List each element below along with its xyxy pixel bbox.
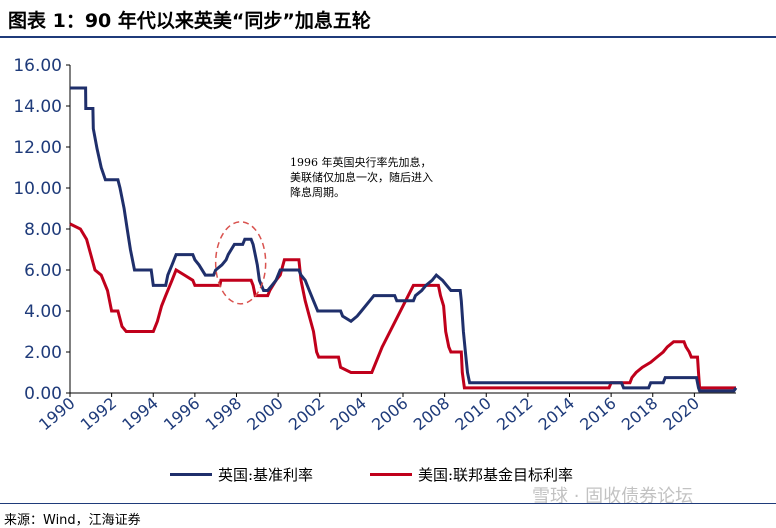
legend-label-us: 美国:联邦基金目标利率 [418,465,574,484]
y-tick-label: 8.00 [24,220,62,240]
y-tick-label: 2.00 [24,343,62,363]
x-tick-label: 2018 [618,394,661,435]
legend-item-us: 美国:联邦基金目标利率 [370,462,573,486]
title-rule [0,36,776,38]
series-lines [69,86,738,393]
y-axis-ticks: 0.00 2.00 4.00 6.00 8.00 10.00 12.00 14.00 16.00 [13,56,70,404]
x-tick-label: 2010 [451,394,494,435]
y-tick-label: 12.00 [13,138,62,158]
legend-swatch-us [370,472,412,476]
series-line-uk [70,86,738,393]
watermark: 雪球 · 固收债券论坛 [532,486,694,507]
y-tick-label: 4.00 [24,302,62,322]
figure-title: 图表 1：90 年代以来英美“同步”加息五轮 [8,10,371,32]
title-bar: 图表 1：90 年代以来英美“同步”加息五轮 [0,0,776,34]
x-tick-label: 2016 [576,394,619,435]
x-tick-label: 2014 [535,394,578,435]
y-tick-label: 16.00 [13,56,62,76]
x-tick-label: 2000 [243,394,286,435]
x-axis-ticks: 1990199219941996199820002002200420062008… [35,393,703,434]
legend-item-uk: 英国:基准利率 [170,462,313,486]
y-tick-label: 0.00 [24,384,62,404]
highlight-ellipse [214,221,267,305]
legend-label-uk: 英国:基准利率 [218,465,314,484]
annotation-note: 1996 年英国央行率先加息，美联储仅加息一次，随后进入降息周期。 [290,156,433,199]
x-tick-label: 2012 [493,394,536,435]
source-note: 来源：Wind，江海证券 [4,513,141,528]
x-tick-label: 2020 [660,394,703,435]
y-tick-label: 6.00 [24,261,62,281]
x-tick-label: 2002 [285,394,328,435]
chart-axes [69,65,736,394]
x-tick-label: 2006 [368,394,411,435]
series-line-us [69,222,736,390]
y-tick-label: 14.00 [13,97,62,117]
x-tick-label: 2004 [327,394,370,435]
x-tick-label: 2008 [410,394,453,435]
source-rule [0,503,776,504]
x-tick-label: 1996 [160,394,203,435]
line-chart: 0.00 2.00 4.00 6.00 8.00 10.00 12.00 14.00 16.00… [13,56,738,434]
x-tick-label: 1998 [202,394,245,435]
y-tick-label: 10.00 [13,179,62,199]
x-tick-label: 1994 [118,394,161,435]
x-tick-label: 1992 [77,394,120,435]
legend: 英国:基准利率 美国:联邦基金目标利率 [170,462,730,486]
legend-swatch-uk [170,472,212,476]
